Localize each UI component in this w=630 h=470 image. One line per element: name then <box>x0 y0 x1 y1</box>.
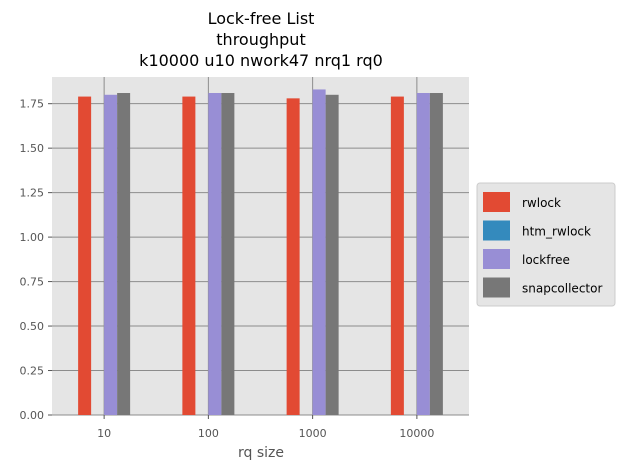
legend: rwlock htm_rwlock lockfree snapcollector <box>476 182 616 307</box>
y-tick-label: 0.75 <box>20 276 45 289</box>
chart-title-line-3: k10000 u10 nwork47 nrq1 rq0 <box>139 51 383 70</box>
y-axis-ticks: 0.00 0.25 0.50 0.75 1.00 1.25 1.50 1.75 <box>20 98 52 422</box>
y-tick-label: 0.50 <box>20 320 45 333</box>
x-axis-ticks: 10 100 1000 10000 <box>97 415 434 440</box>
y-tick-label: 1.25 <box>20 187 45 200</box>
bar-rwlock <box>390 96 404 415</box>
x-tick-label: 100 <box>198 427 219 440</box>
legend-swatch-htm_rwlock <box>483 220 510 241</box>
bars <box>78 89 443 416</box>
bar-snapcollector <box>117 93 131 415</box>
bar-snapcollector <box>325 94 339 415</box>
legend-swatch-rwlock <box>483 192 510 212</box>
bar-lockfree <box>416 93 430 415</box>
x-tick-label: 10 <box>97 427 111 440</box>
x-tick-label: 1000 <box>299 427 327 440</box>
bar-lockfree <box>312 89 326 415</box>
bar-rwlock <box>78 96 92 415</box>
legend-swatch-snapcollector <box>483 277 510 298</box>
legend-swatch-lockfree <box>483 249 510 269</box>
y-tick-label: 1.00 <box>20 231 45 244</box>
bar-lockfree <box>104 94 118 415</box>
legend-box <box>476 182 616 307</box>
bar-rwlock <box>182 96 196 415</box>
x-axis-label: rq size <box>238 445 284 461</box>
y-tick-label: 1.75 <box>20 98 45 111</box>
legend-label: htm_rwlock <box>522 225 591 239</box>
legend-label: rwlock <box>522 196 561 210</box>
y-tick-label: 0.00 <box>20 409 45 422</box>
y-tick-label: 1.50 <box>20 142 45 155</box>
x-tick-label: 10000 <box>399 427 434 440</box>
chart-title: Lock-free List throughput k10000 u10 nwo… <box>139 9 383 70</box>
chart-title-line-1: Lock-free List <box>208 9 315 28</box>
legend-label: snapcollector <box>522 282 602 296</box>
bar-snapcollector <box>429 93 443 415</box>
bar-lockfree <box>208 93 222 415</box>
legend-label: lockfree <box>522 253 570 267</box>
bar-snapcollector <box>221 93 235 415</box>
chart-title-line-2: throughput <box>216 30 305 49</box>
y-tick-label: 0.25 <box>20 365 45 378</box>
bar-rwlock <box>286 98 300 416</box>
